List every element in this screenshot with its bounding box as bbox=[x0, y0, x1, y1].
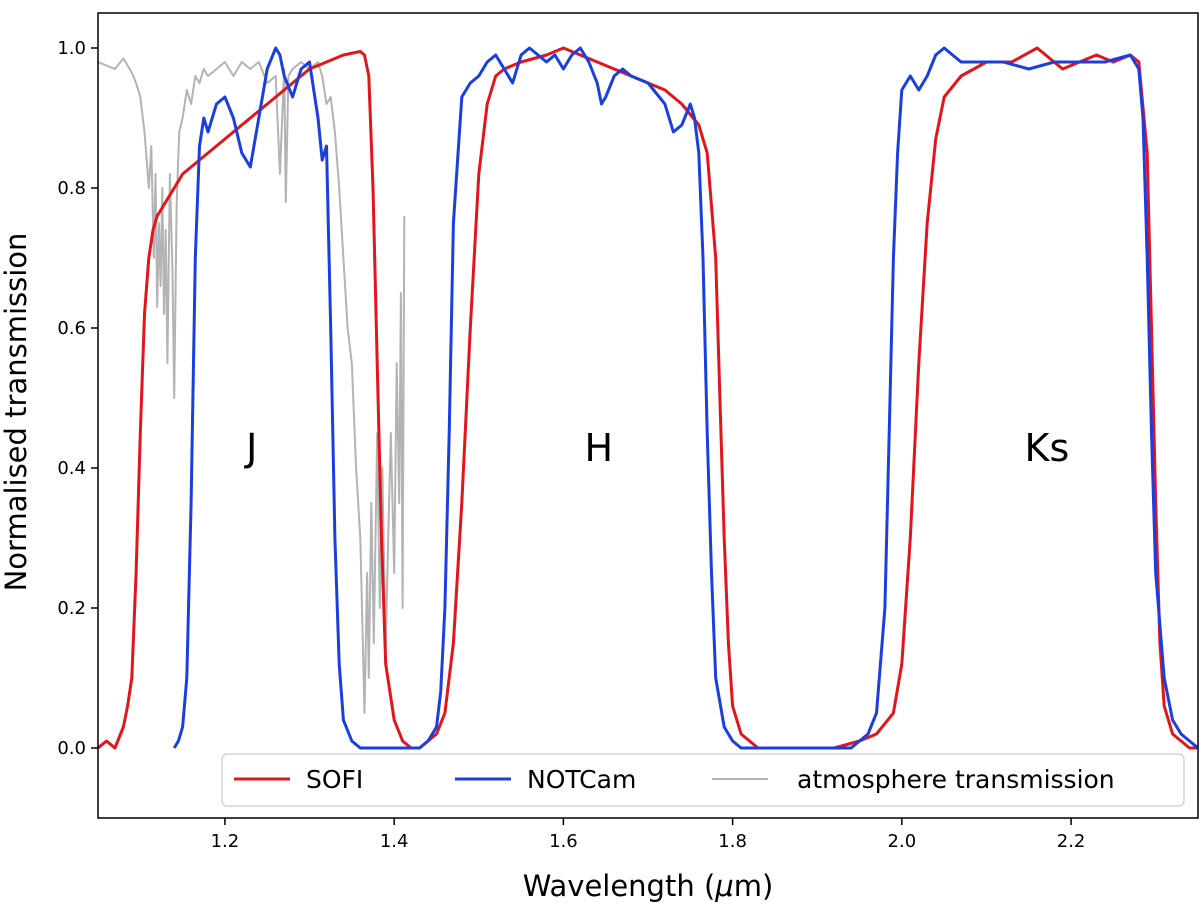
x-tick-label: 2.2 bbox=[1057, 831, 1086, 852]
axis-ticks: 1.2 1.4 1.6 1.8 2.0 2.2 0.0 0.2 0.4 0.6 0.8 1.0 bbox=[57, 38, 1085, 852]
band-label-ks: Ks bbox=[1025, 426, 1070, 470]
series-line-sofi bbox=[98, 46, 1198, 750]
legend-label-sofi: SOFI bbox=[306, 765, 363, 794]
legend-label-notcam: NOTCam bbox=[527, 765, 636, 794]
band-label-h: H bbox=[585, 426, 614, 470]
y-tick-label: 1.0 bbox=[57, 38, 86, 59]
plot-frame bbox=[97, 12, 1199, 819]
x-tick-label: 2.0 bbox=[888, 831, 917, 852]
legend: SOFI NOTCam atmosphere transmission bbox=[221, 753, 1185, 807]
x-axis-title-text: Wavelength ( bbox=[523, 869, 716, 903]
y-axis-title: Normalised transmission bbox=[0, 233, 33, 592]
y-tick-label: 0.0 bbox=[57, 738, 86, 759]
band-label-j: J bbox=[244, 426, 257, 470]
y-tick-label: 0.4 bbox=[57, 458, 86, 479]
y-tick-label: 0.6 bbox=[57, 318, 86, 339]
legend-box bbox=[221, 753, 1185, 807]
x-tick-label: 1.8 bbox=[718, 831, 747, 852]
x-axis-title-unit: m) bbox=[734, 869, 774, 903]
y-tick-label: 0.2 bbox=[57, 598, 86, 619]
legend-label-atmosphere: atmosphere transmission bbox=[797, 765, 1115, 794]
band-labels: J H Ks bbox=[244, 426, 1069, 470]
plot-area bbox=[98, 46, 1198, 750]
x-axis-title: Wavelength (μm) bbox=[523, 869, 774, 903]
x-tick-label: 1.2 bbox=[211, 831, 240, 852]
x-tick-label: 1.6 bbox=[549, 831, 578, 852]
x-tick-label: 1.4 bbox=[380, 831, 409, 852]
y-tick-label: 0.8 bbox=[57, 178, 86, 199]
series-line-atmosphere-transmission bbox=[98, 57, 406, 714]
x-axis-title-mu: μ bbox=[714, 869, 733, 903]
series-line-notcam bbox=[172, 46, 1198, 750]
